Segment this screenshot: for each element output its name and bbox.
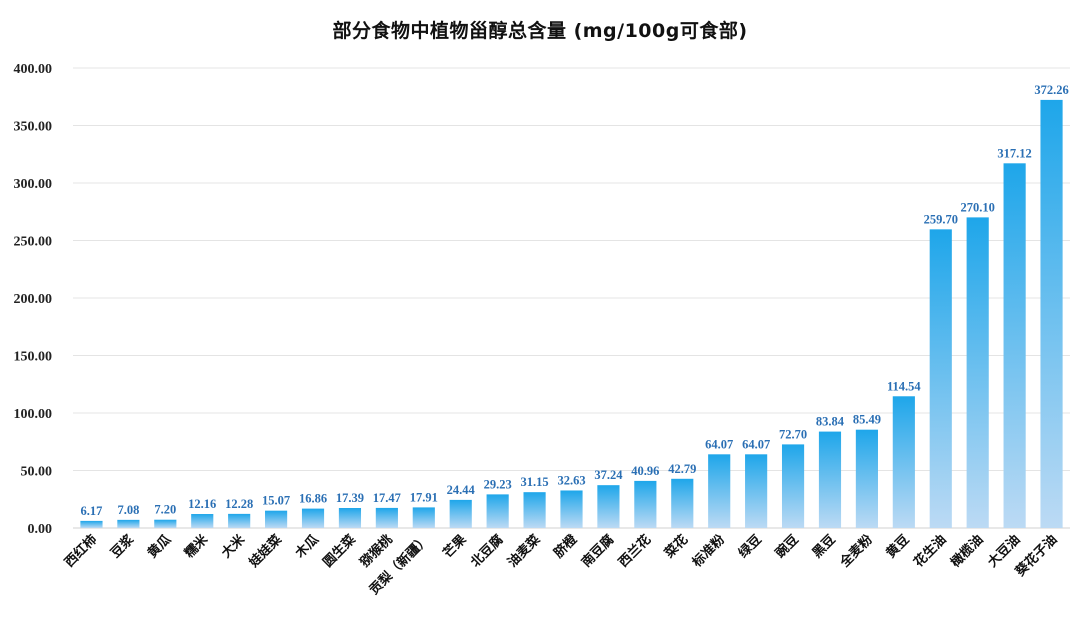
bar: [301, 508, 325, 528]
x-tick-label: 油麦菜: [505, 532, 544, 571]
x-tick-label: 脐橙: [551, 531, 581, 561]
x-tick-label: 西兰花: [615, 532, 654, 571]
x-tick-label: 黄豆: [883, 532, 913, 562]
data-label: 64.07: [742, 437, 770, 451]
data-label: 15.07: [262, 494, 290, 508]
data-label: 64.07: [705, 437, 733, 451]
bar: [412, 507, 435, 528]
y-tick-label: 400.00: [14, 62, 53, 77]
x-tick-label: 绿豆: [735, 532, 765, 562]
y-tick-label: 200.00: [14, 292, 53, 307]
y-tick-label: 150.00: [14, 350, 53, 365]
y-tick-label: 250.00: [14, 235, 53, 250]
x-tick-label: 娃娃菜: [245, 532, 285, 572]
bar: [338, 508, 362, 528]
x-tick-label: 大米: [218, 531, 248, 561]
data-label: 12.16: [188, 497, 216, 511]
data-label: 17.39: [336, 491, 364, 505]
x-tick-label: 花生油: [911, 532, 950, 571]
bar: [855, 429, 878, 528]
data-label: 17.91: [410, 490, 438, 504]
bar: [375, 507, 398, 528]
bar: [560, 490, 583, 528]
data-label: 37.24: [594, 468, 623, 482]
data-label: 29.23: [484, 477, 512, 491]
x-tick-label: 豌豆: [772, 532, 802, 562]
bar: [265, 510, 288, 528]
bars: [80, 99, 1063, 528]
x-tick-label: 橄榄油: [948, 532, 987, 571]
bar: [228, 513, 251, 528]
x-tick-label: 黑豆: [810, 532, 839, 561]
bar: [892, 396, 915, 528]
data-label: 270.10: [960, 200, 994, 214]
x-tick-label: 菜花: [661, 532, 691, 562]
x-tick-label: 豆浆: [108, 531, 138, 561]
x-tick-label: 芒果: [440, 532, 470, 562]
y-tick-label: 300.00: [14, 177, 53, 192]
bar: [486, 494, 509, 528]
data-label: 42.79: [668, 462, 696, 476]
data-label: 12.28: [225, 497, 253, 511]
data-label: 32.63: [557, 473, 585, 487]
x-tick-label: 北豆腐: [468, 532, 507, 571]
x-tick-label: 圆生菜: [320, 532, 359, 571]
data-label: 83.84: [816, 415, 845, 429]
bar: [523, 492, 546, 528]
x-tick-label: 标准粉: [688, 532, 728, 572]
data-labels: 6.17 7.08 7.20 12.16 12.28 15.07 16.86 17.39 17.…: [81, 83, 1069, 518]
data-label: 317.12: [997, 146, 1031, 160]
y-tick-label: 50.00: [21, 465, 53, 480]
y-axis-ticks: 0.00 50.00 100.00 150.00 200.00 250.00 300.00 3…: [14, 62, 53, 537]
data-label: 85.49: [853, 413, 881, 427]
bar: [449, 499, 472, 528]
bar: [745, 454, 768, 528]
data-label: 6.17: [81, 504, 103, 518]
data-label: 7.08: [117, 503, 139, 517]
bar: [966, 217, 989, 528]
x-tick-label: 葵花子油: [1012, 532, 1060, 580]
data-label: 372.26: [1034, 83, 1068, 97]
x-tick-label: 西红柿: [61, 532, 100, 571]
bar: [671, 478, 694, 528]
bar: [1003, 163, 1026, 528]
bar: [708, 454, 731, 528]
y-tick-label: 100.00: [14, 407, 53, 422]
x-tick-label: 木瓜: [291, 532, 321, 562]
bar: [818, 431, 842, 528]
chart-title: 部分食物中植物甾醇总含量 (mg/100g可食部): [332, 20, 748, 42]
data-label: 16.86: [299, 492, 327, 506]
data-label: 72.70: [779, 427, 807, 441]
bar: [191, 514, 214, 528]
bar: [154, 519, 177, 528]
bar: [597, 485, 620, 528]
bar: [117, 519, 140, 528]
y-tick-label: 350.00: [14, 120, 53, 135]
bar: [1040, 99, 1063, 528]
x-tick-label: 全麦粉: [836, 532, 876, 572]
data-label: 7.20: [154, 503, 176, 517]
data-label: 40.96: [631, 464, 659, 478]
data-label: 114.54: [887, 379, 921, 393]
y-tick-label: 0.00: [28, 522, 53, 537]
x-tick-label: 糯米: [181, 531, 211, 561]
data-label: 259.70: [924, 212, 958, 226]
bar: [929, 229, 952, 528]
bar: [781, 444, 805, 528]
data-label: 31.15: [521, 475, 549, 489]
data-label: 17.47: [373, 491, 401, 505]
x-tick-label: 南豆腐: [578, 532, 617, 571]
bar: [80, 520, 103, 528]
x-tick-label: 黄瓜: [144, 532, 174, 562]
data-label: 24.44: [447, 483, 476, 497]
gridlines: [73, 67, 1070, 529]
bar: [634, 480, 657, 528]
